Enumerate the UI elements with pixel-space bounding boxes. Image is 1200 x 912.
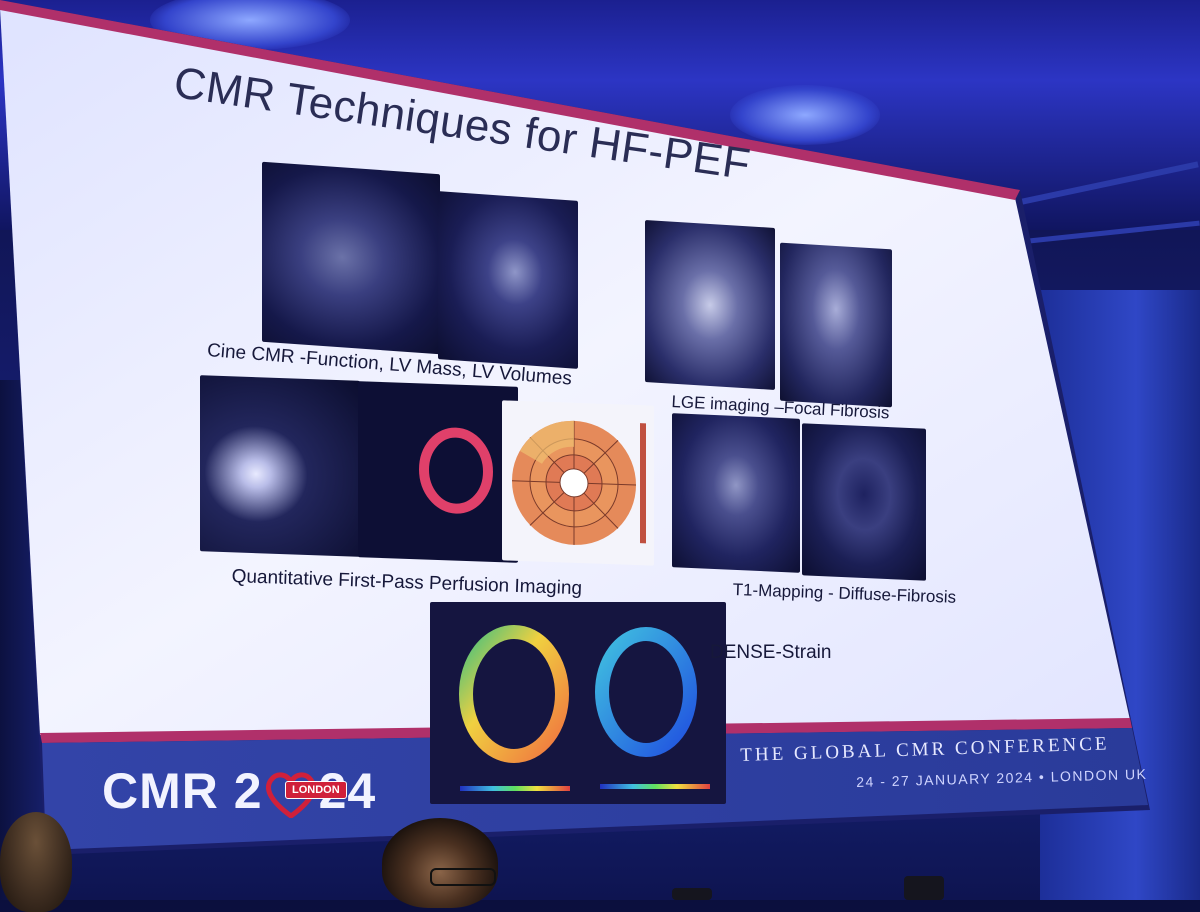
audience-head	[0, 812, 72, 912]
lge-image-right	[780, 242, 892, 408]
cine-image-left	[262, 161, 440, 355]
conference-logo: CMR 2 24	[102, 762, 376, 820]
perfusion-image-right	[358, 381, 518, 563]
audience-glasses	[430, 868, 496, 886]
bullseye-chart	[512, 420, 646, 545]
t1-image-right	[802, 423, 926, 581]
ceiling-light	[730, 85, 880, 145]
caption-dense: DENSE-Strain	[710, 642, 832, 663]
logo-text-left: CMR 2	[102, 763, 263, 819]
t1-image-left	[672, 413, 800, 573]
lge-image-left	[645, 220, 775, 390]
dense-strain-image	[430, 602, 726, 804]
dense-strain-maps	[459, 625, 710, 791]
logo-badge: LONDON	[285, 781, 347, 799]
perfusion-ring	[419, 427, 493, 514]
accent-bar	[0, 0, 1020, 200]
bullseye-plot	[502, 400, 654, 566]
camera-equipment	[672, 888, 712, 900]
camera-equipment	[904, 876, 944, 900]
perfusion-image-left	[200, 375, 360, 557]
audience-head	[382, 818, 498, 908]
cine-image-right	[438, 191, 578, 369]
